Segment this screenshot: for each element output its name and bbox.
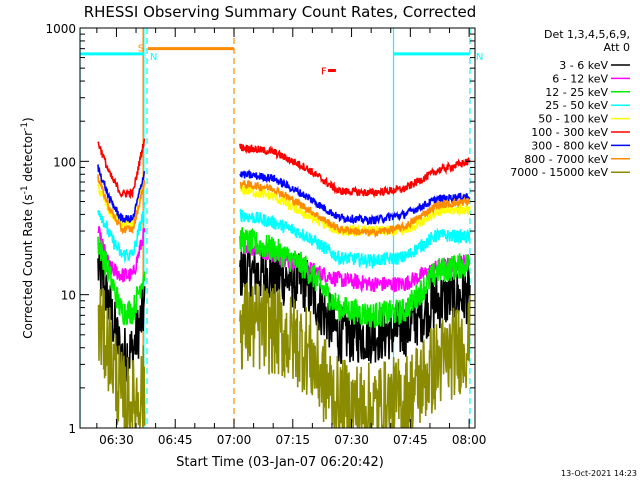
series-line — [239, 168, 471, 225]
x-tick-label: 07:30 — [334, 433, 369, 447]
x-tick-label: 06:30 — [99, 433, 134, 447]
plot-frame — [79, 27, 476, 429]
series-line — [97, 200, 146, 264]
x-tick-label: 08:00 — [452, 433, 487, 447]
mode-marker-label: S — [138, 44, 144, 55]
legend-entry-label: 7000 - 15000 keV — [510, 166, 608, 179]
legend-entry-label: 3 - 6 keV — [559, 59, 608, 72]
mode-marker-label: N — [476, 52, 483, 63]
series-line — [239, 208, 471, 270]
series-line — [239, 282, 471, 428]
series-line — [239, 227, 471, 328]
legend-entry-label: 300 - 800 keV — [531, 139, 608, 152]
legend-entry-label: 6 - 12 keV — [552, 72, 608, 85]
series-line — [97, 164, 146, 223]
series-line — [97, 138, 146, 200]
x-tick-label: 07:15 — [275, 433, 310, 447]
series-line — [97, 226, 146, 283]
mode-marker-label: F — [321, 67, 327, 78]
y-tick-label: 1000 — [45, 22, 76, 36]
y-tick-label: 1 — [68, 422, 76, 436]
y-tick-label: 10 — [61, 289, 76, 303]
x-axis-label: Start Time (03-Jan-07 06:20:42) — [176, 455, 384, 470]
series-line — [97, 236, 146, 326]
legend-title-line2: Att 0 — [604, 41, 630, 54]
y-tick-label: 100 — [53, 155, 76, 169]
series-line — [239, 179, 471, 238]
legend-entry-label: 100 - 300 keV — [531, 126, 608, 139]
series-line — [239, 143, 471, 199]
legend-entry-label: 25 - 50 keV — [545, 99, 608, 112]
mode-marker-label: N — [150, 52, 157, 63]
footer-timestamp: 13-Oct-2021 14:23 — [561, 469, 637, 478]
x-tick-label: 07:45 — [393, 433, 428, 447]
legend-entry-label: 50 - 100 keV — [538, 113, 608, 126]
legend-entry-label: 12 - 25 keV — [545, 86, 608, 99]
chart-title: RHESSI Observing Summary Count Rates, Co… — [84, 3, 477, 21]
legend-title-line1: Det 1,3,4,5,6,9, — [544, 28, 630, 41]
series-line — [97, 174, 146, 235]
x-tick-label: 07:00 — [217, 433, 252, 447]
series-line — [97, 288, 146, 428]
x-tick-label: 06:45 — [158, 433, 193, 447]
legend-entry-label: 800 - 7000 keV — [524, 153, 608, 166]
y-axis-label: Corrected Count Rate (s-1 detector-1) — [20, 117, 35, 338]
